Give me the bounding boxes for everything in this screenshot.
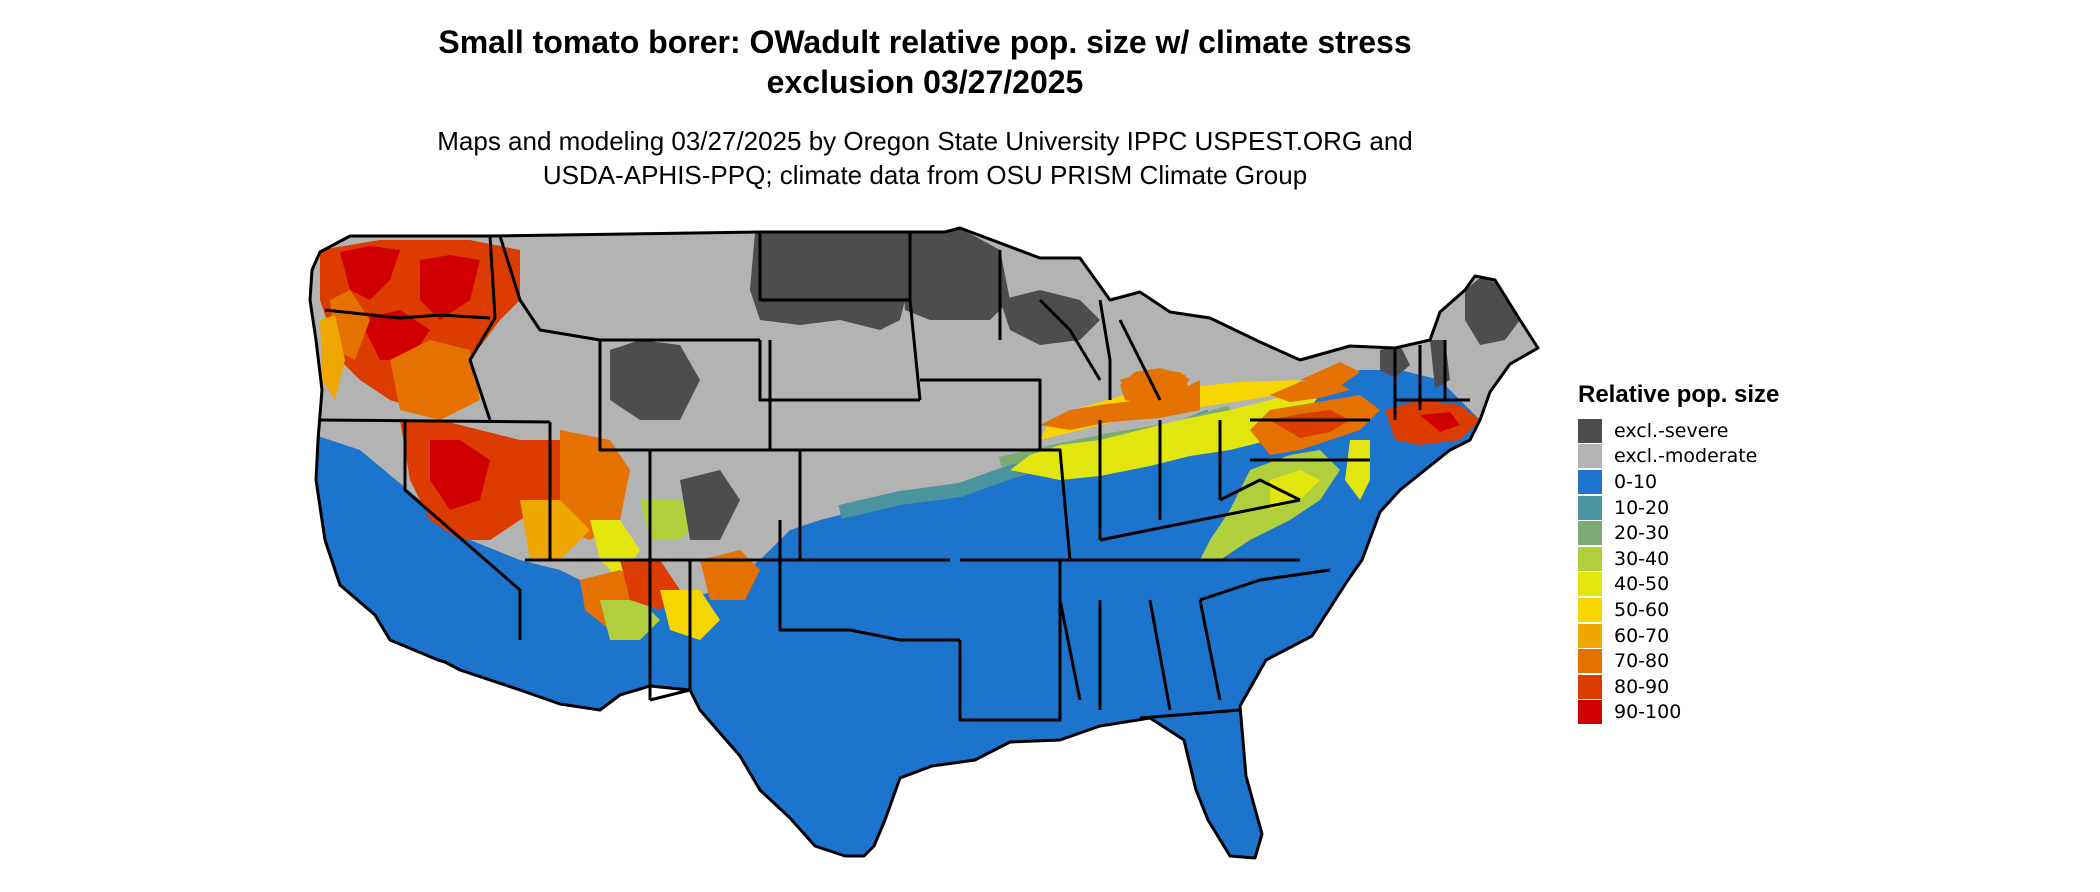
legend-label: 80-90 [1614, 675, 1670, 698]
legend-item: 70-80 [1578, 648, 1779, 674]
title-line-1: Small tomato borer: OWadult relative pop… [438, 24, 1412, 60]
legend-item: 40-50 [1578, 572, 1779, 598]
legend-title: Relative pop. size [1578, 381, 1780, 408]
legend-swatch [1578, 546, 1602, 571]
subtitle-line-1: Maps and modeling 03/27/2025 by Oregon S… [437, 126, 1413, 156]
legend-swatch [1578, 444, 1602, 469]
legend-swatch [1578, 649, 1602, 674]
map-subtitle: Maps and modeling 03/27/2025 by Oregon S… [300, 124, 1550, 192]
legend-item: 30-40 [1578, 546, 1779, 572]
legend-swatch [1578, 700, 1602, 725]
legend-item: excl.-severe [1578, 418, 1779, 444]
legend-swatch [1578, 623, 1602, 648]
legend-item: 90-100 [1578, 700, 1779, 726]
legend-label: 30-40 [1614, 547, 1670, 570]
legend-swatch [1578, 521, 1602, 546]
legend-label: 70-80 [1614, 650, 1670, 673]
legend-label: excl.-moderate [1614, 445, 1758, 468]
legend-swatch [1578, 572, 1602, 597]
legend-item: 50-60 [1578, 597, 1779, 623]
legend-item: 10-20 [1578, 495, 1779, 521]
title-line-2: exclusion 03/27/2025 [766, 64, 1084, 100]
legend-label: 60-70 [1614, 624, 1670, 647]
legend-label: 0-10 [1614, 470, 1658, 493]
legend-swatch [1578, 418, 1602, 443]
legend-swatch [1578, 469, 1602, 494]
legend-label: 20-30 [1614, 522, 1670, 545]
legend-item: 20-30 [1578, 520, 1779, 546]
state-borders [308, 226, 1540, 860]
legend-item: excl.-moderate [1578, 444, 1779, 470]
legend-label: 40-50 [1614, 573, 1670, 596]
legend-swatch [1578, 674, 1602, 699]
subtitle-line-2: USDA-APHIS-PPQ; climate data from OSU PR… [542, 160, 1308, 190]
legend-item: 80-90 [1578, 674, 1779, 700]
legend-label: excl.-severe [1614, 419, 1729, 442]
legend-label: 50-60 [1614, 598, 1670, 621]
legend-swatch [1578, 597, 1602, 622]
legend-item: 60-70 [1578, 623, 1779, 649]
map-title: Small tomato borer: OWadult relative pop… [300, 22, 1550, 102]
legend: Relative pop. size excl.-severe excl.-mod… [1578, 380, 1779, 725]
legend-item: 0-10 [1578, 469, 1779, 495]
legend-swatch [1578, 495, 1602, 520]
legend-items: excl.-severe excl.-moderate 0-10 10-20 20-30… [1578, 418, 1779, 725]
legend-label: 90-100 [1614, 701, 1682, 724]
legend-label: 10-20 [1614, 496, 1670, 519]
